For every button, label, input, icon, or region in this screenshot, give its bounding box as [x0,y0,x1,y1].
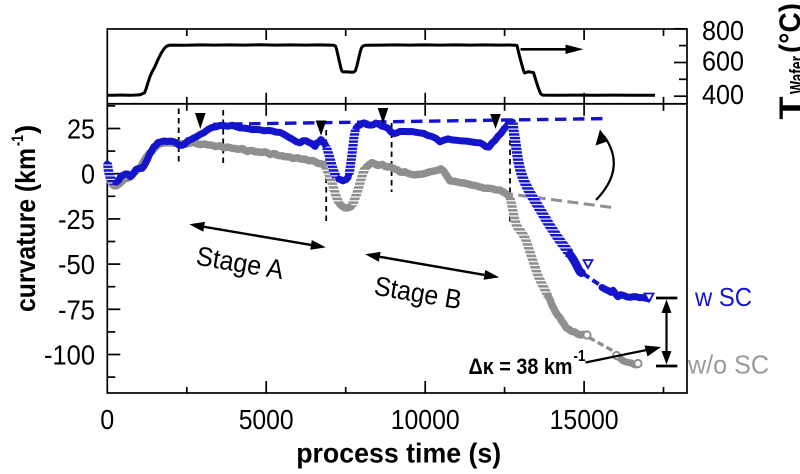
svg-text:Δκ = 38 km: Δκ = 38 km [469,354,573,379]
svg-text:w SC: w SC [694,282,752,312]
svg-text:(°C): (°C) [774,3,800,53]
svg-text:5000: 5000 [239,404,294,435]
svg-text:-75: -75 [58,294,95,325]
svg-text:-1: -1 [574,348,586,365]
svg-text:0: 0 [100,404,114,435]
svg-text:Wafer: Wafer [787,56,800,94]
svg-text:curvature (km: curvature (km [10,148,41,312]
svg-text:process time (s): process time (s) [296,438,501,469]
svg-text:800: 800 [702,15,744,46]
svg-text:-1: -1 [8,135,27,146]
svg-text:15000: 15000 [550,404,619,435]
svg-text:-100: -100 [44,340,95,371]
svg-text:): ) [10,125,41,134]
svg-text:0: 0 [81,159,95,190]
svg-text:-50: -50 [58,249,95,280]
svg-text:T: T [774,97,800,120]
svg-text:10000: 10000 [391,404,460,435]
svg-text:-25: -25 [58,204,95,235]
svg-text:w/o SC: w/o SC [687,350,769,380]
svg-text:600: 600 [702,45,744,76]
svg-text:400: 400 [702,79,744,110]
svg-text:25: 25 [67,114,95,145]
